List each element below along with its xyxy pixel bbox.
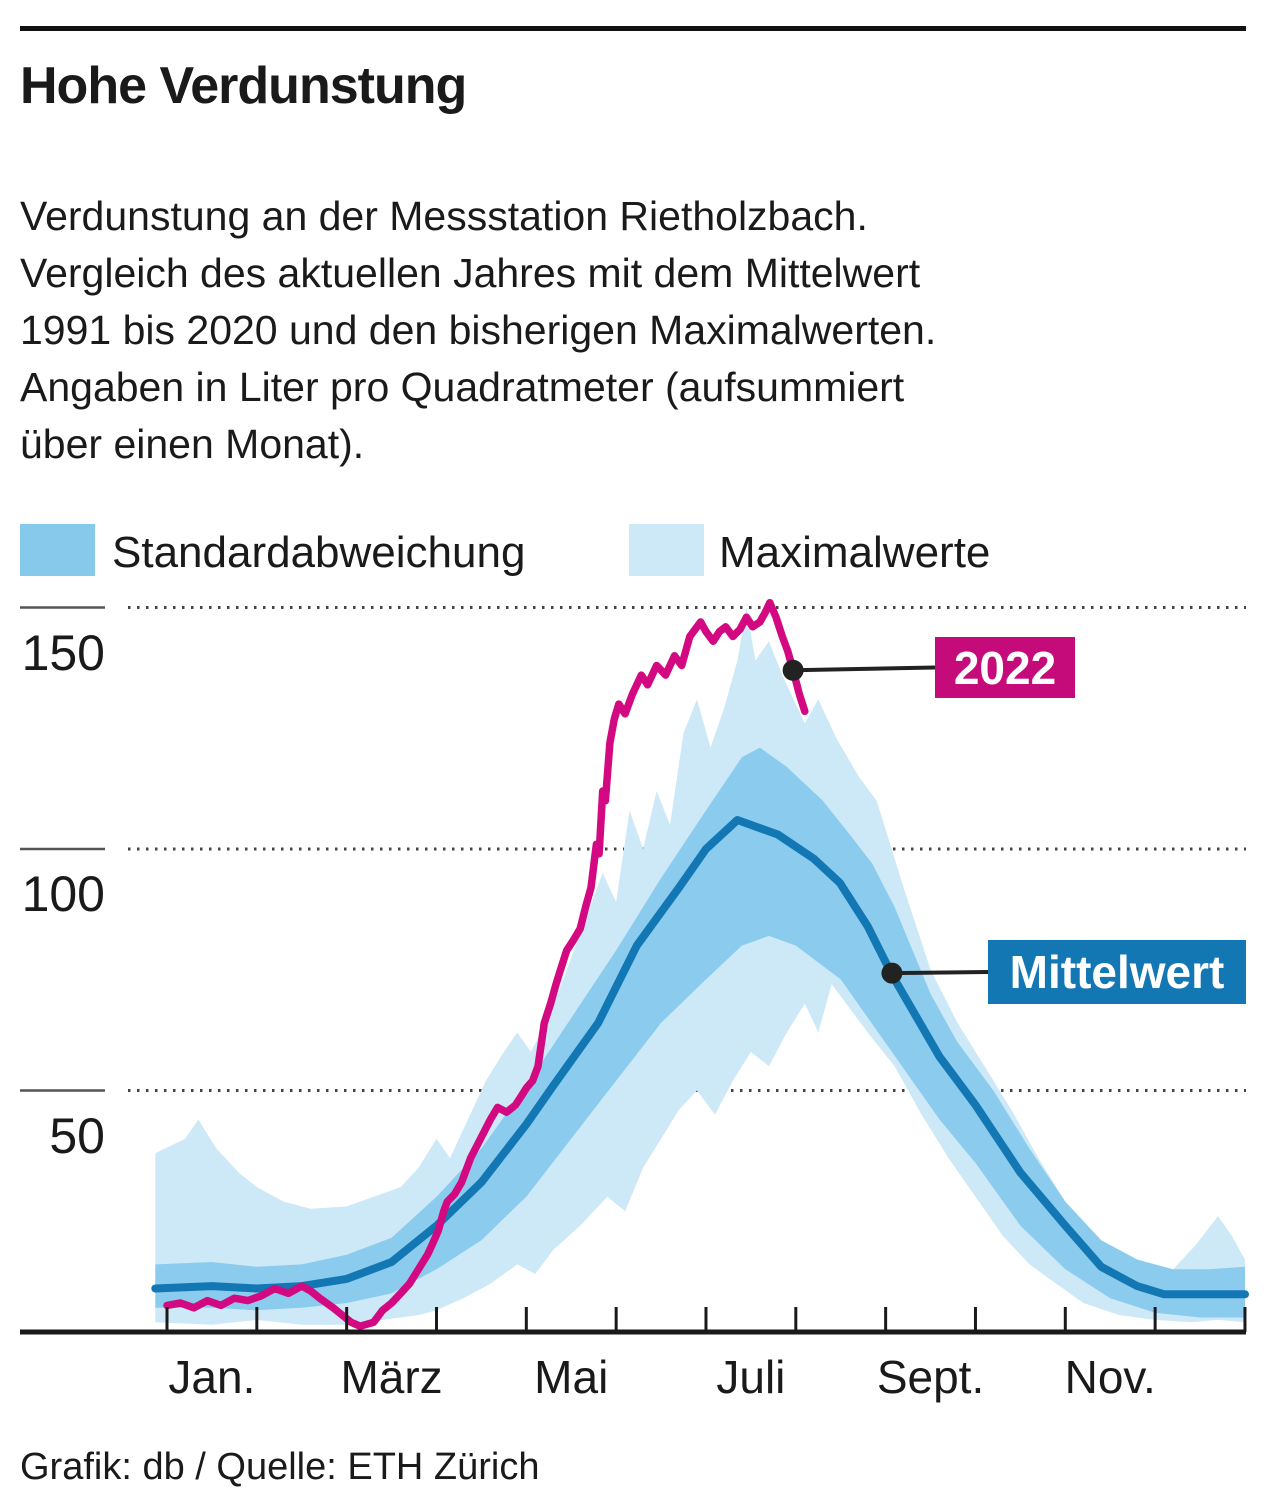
chart-description: Verdunstung an der Messstation Rietholzb… bbox=[20, 193, 937, 467]
legend-label-standardabweichung: Standardabweichung bbox=[112, 528, 526, 577]
source-credit: Grafik: db / Quelle: ETH Zürich bbox=[20, 1446, 540, 1488]
callout-dot-2022 bbox=[782, 659, 804, 681]
callout-line-mittelwert bbox=[891, 970, 989, 976]
y-axis-label-50: 50 bbox=[49, 1107, 105, 1164]
page-title: Hohe Verdunstung bbox=[20, 57, 467, 115]
callout-dot-mittelwert bbox=[881, 962, 903, 984]
legend-swatch-maximalwerte bbox=[629, 524, 704, 576]
x-axis-label-juli: Juli bbox=[716, 1351, 786, 1403]
callout-box-2022: 2022 bbox=[935, 637, 1075, 698]
line-2022 bbox=[163, 598, 809, 1330]
x-axis-label-nov: Nov. bbox=[1064, 1351, 1156, 1403]
x-axis-label-mai: Mai bbox=[534, 1351, 609, 1403]
y-axis-label-100: 100 bbox=[21, 866, 105, 922]
top-rule bbox=[20, 26, 1246, 31]
x-axis-label-sept: Sept. bbox=[876, 1351, 985, 1403]
legend-label-maximalwerte: Maximalwerte bbox=[719, 528, 991, 577]
callout-box-mittelwert: Mittelwert bbox=[988, 940, 1246, 1004]
callout-line-2022 bbox=[793, 665, 936, 673]
x-axis-label-jan: Jan. bbox=[168, 1351, 256, 1403]
y-axis-label-150: 150 bbox=[21, 624, 105, 681]
x-axis-label-märz: März bbox=[340, 1351, 443, 1403]
legend-swatch-standardabweichung bbox=[20, 524, 95, 576]
mean-line bbox=[151, 816, 1249, 1299]
